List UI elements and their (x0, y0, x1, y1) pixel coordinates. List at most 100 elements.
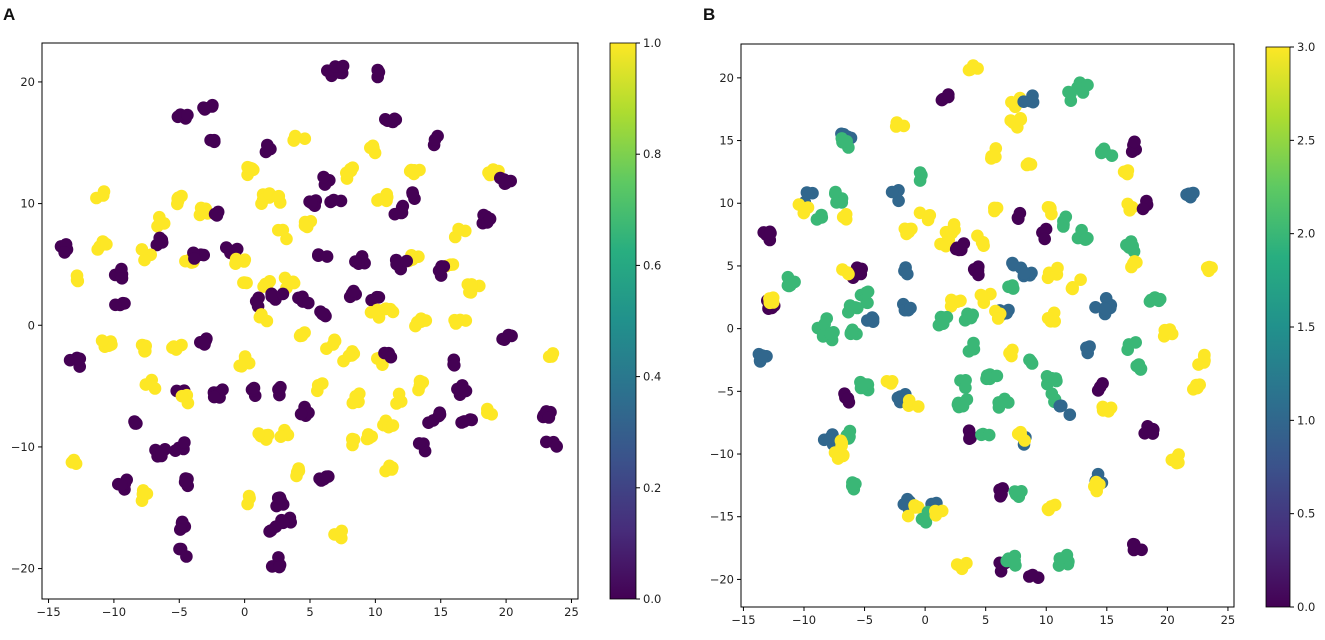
scatter-point (829, 185, 842, 199)
colorbar-tick-label: 1.0 (643, 36, 661, 50)
y-tick-label: 10 (719, 196, 734, 210)
scatter-point (252, 427, 265, 440)
scatter-point (815, 211, 829, 224)
scatter-point (1017, 267, 1031, 280)
scatter-point (885, 375, 899, 388)
colorbar-b-gradient (1265, 46, 1291, 608)
scatter-point (991, 312, 1005, 325)
scatter-point (63, 353, 77, 367)
scatter-point (1186, 186, 1199, 200)
scatter-point (1105, 149, 1119, 162)
scatter-point (898, 222, 912, 236)
scatter-point (448, 359, 461, 372)
colorbar-tick-label: 3.0 (1297, 40, 1315, 54)
scatter-point (407, 167, 421, 181)
x-tick-label: 5 (982, 613, 989, 627)
y-tick-label: 15 (719, 134, 734, 148)
scatter-point (140, 487, 154, 501)
scatter-point (229, 252, 243, 266)
scatter-point (967, 336, 980, 350)
scatter-point (1003, 346, 1016, 360)
scatter-point (1198, 348, 1211, 362)
scatter-point (178, 475, 192, 489)
scatter-point (1099, 302, 1112, 316)
y-axis-a: −20 −10 0 10 20 (11, 75, 42, 576)
scatter-point (1131, 359, 1145, 373)
scatter-points-a (54, 59, 563, 574)
scatter-point (100, 238, 113, 251)
scatter-point (199, 205, 212, 218)
colorbar-a-gradient (609, 42, 637, 600)
scatter-point (1014, 113, 1028, 126)
x-tick-label: −15 (731, 613, 755, 627)
scatter-point (866, 315, 880, 329)
scatter-point (1153, 292, 1167, 306)
scatter-point (276, 223, 290, 237)
scatter-point (115, 478, 128, 492)
scatter-point (1093, 478, 1106, 491)
scatter-point (885, 185, 899, 199)
scatter-point (929, 509, 943, 522)
scatter-point (240, 276, 253, 290)
scatter-point (344, 164, 358, 178)
scatter-point (945, 293, 958, 307)
scatter-point (364, 141, 377, 155)
scatter-point (247, 381, 261, 395)
scatter-point (261, 428, 275, 442)
scatter-point (406, 186, 419, 199)
scatter-point (1017, 95, 1030, 108)
scatter-point (1040, 370, 1054, 383)
scatter-point (263, 275, 277, 288)
x-tick-label: 20 (499, 605, 514, 619)
scatter-point (763, 296, 777, 310)
scatter-point (823, 433, 837, 447)
scatter-point (954, 294, 967, 308)
scatter-point (1202, 264, 1215, 278)
colorbar-tick-label: 2.5 (1297, 133, 1315, 147)
y-tick-label: −20 (11, 562, 35, 576)
scatter-points-b (752, 59, 1218, 584)
scatter-point (963, 432, 976, 446)
colorbar-a: 0.0 0.2 0.4 0.6 0.8 1.0 (609, 36, 661, 606)
scatter-point (550, 440, 563, 453)
scatter-point (854, 381, 868, 395)
scatter-point (67, 453, 81, 467)
scatter-point (207, 390, 221, 404)
scatter-point (204, 133, 217, 147)
scatter-plot-b: −15 −10 −5 0 5 10 15 20 25 −20 −15 −10 −5 0 5 10 15 20 (710, 43, 1235, 627)
scatter-point (843, 299, 857, 312)
scatter-point (1093, 380, 1107, 394)
scatter-point (831, 452, 845, 465)
scatter-point (216, 383, 229, 397)
scatter-point (1063, 408, 1077, 422)
scatter-point (1080, 341, 1093, 355)
scatter-point (913, 206, 927, 220)
scatter-point (298, 219, 312, 232)
scatter-point (994, 490, 1007, 503)
y-tick-label: −15 (710, 510, 734, 524)
scatter-point (411, 315, 424, 329)
scatter-point (942, 88, 955, 101)
scatter-point (1053, 552, 1067, 565)
scatter-point (181, 108, 194, 122)
x-tick-label: −15 (36, 605, 60, 619)
y-axis-b: −20 −15 −10 −5 0 5 10 15 20 (710, 71, 741, 586)
scatter-point (1089, 301, 1102, 314)
colorbar-tick-label: 0.8 (643, 147, 661, 161)
scatter-point (150, 238, 164, 252)
scatter-point (171, 194, 185, 208)
scatter-point (1015, 485, 1028, 498)
scatter-point (274, 380, 287, 394)
scatter-point (1053, 399, 1067, 413)
scatter-point (459, 384, 473, 398)
scatter-point (188, 252, 201, 265)
scatter-point (327, 193, 341, 207)
scatter-point (320, 250, 334, 263)
colorbar-tick-label: 0.0 (1297, 600, 1315, 614)
colorbar-tick-label: 0.5 (1297, 507, 1315, 521)
scatter-point (457, 415, 471, 428)
y-tick-label: −20 (710, 572, 734, 586)
scatter-point (1135, 543, 1148, 557)
scatter-point (400, 254, 414, 268)
